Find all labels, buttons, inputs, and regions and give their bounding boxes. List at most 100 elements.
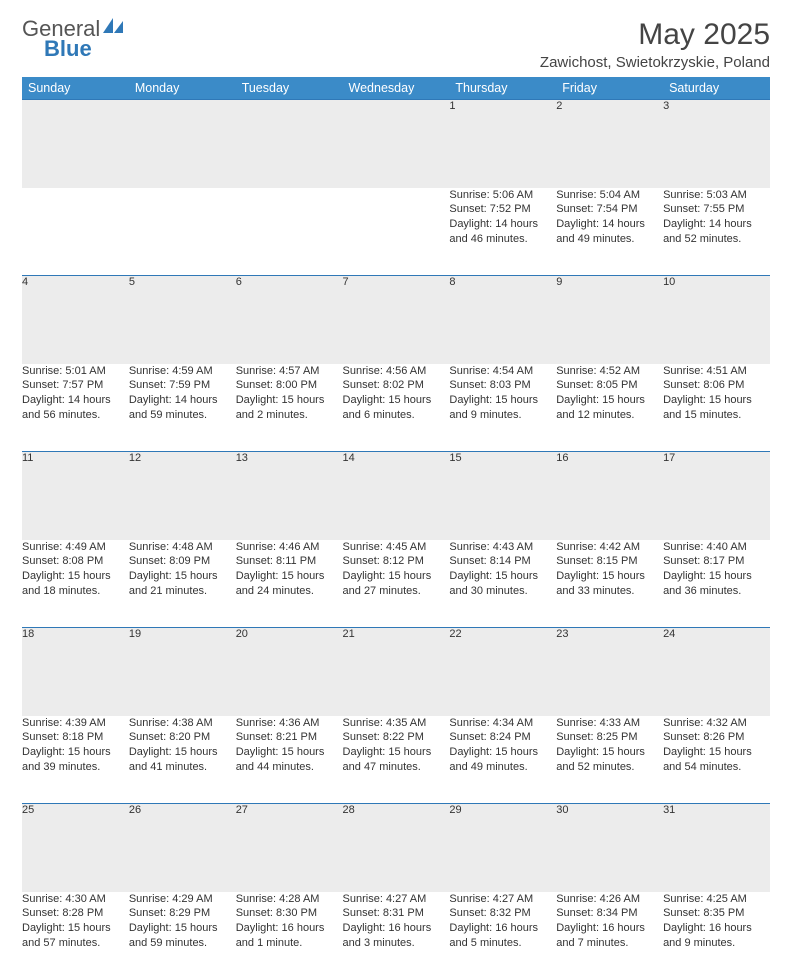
daylight-text: Daylight: 15 hours and 49 minutes. bbox=[449, 745, 556, 775]
day-info-cell: Sunrise: 4:59 AMSunset: 7:59 PMDaylight:… bbox=[129, 364, 236, 452]
day-number-cell: 21 bbox=[343, 628, 450, 716]
sunset-text: Sunset: 8:11 PM bbox=[236, 554, 343, 569]
day-info-cell: Sunrise: 4:27 AMSunset: 8:32 PMDaylight:… bbox=[449, 892, 556, 980]
location-text: Zawichost, Swietokrzyskie, Poland bbox=[540, 54, 770, 71]
sunrise-text: Sunrise: 4:56 AM bbox=[343, 364, 450, 379]
day-info-cell: Sunrise: 4:34 AMSunset: 8:24 PMDaylight:… bbox=[449, 716, 556, 804]
sunrise-text: Sunrise: 4:52 AM bbox=[556, 364, 663, 379]
day-number-cell: 24 bbox=[663, 628, 770, 716]
sunset-text: Sunset: 7:52 PM bbox=[449, 202, 556, 217]
daylight-text: Daylight: 15 hours and 2 minutes. bbox=[236, 393, 343, 423]
day-number-cell: 4 bbox=[22, 276, 129, 364]
sunset-text: Sunset: 8:12 PM bbox=[343, 554, 450, 569]
daylight-text: Daylight: 15 hours and 44 minutes. bbox=[236, 745, 343, 775]
day-info-cell: Sunrise: 5:01 AMSunset: 7:57 PMDaylight:… bbox=[22, 364, 129, 452]
day-info-cell: Sunrise: 5:04 AMSunset: 7:54 PMDaylight:… bbox=[556, 188, 663, 276]
sunset-text: Sunset: 7:59 PM bbox=[129, 378, 236, 393]
day-number-cell: 15 bbox=[449, 452, 556, 540]
daylight-text: Daylight: 15 hours and 54 minutes. bbox=[663, 745, 770, 775]
daynum-row: 18192021222324 bbox=[22, 628, 770, 716]
sunset-text: Sunset: 8:24 PM bbox=[449, 730, 556, 745]
sunrise-text: Sunrise: 4:35 AM bbox=[343, 716, 450, 731]
day-info-cell: Sunrise: 4:39 AMSunset: 8:18 PMDaylight:… bbox=[22, 716, 129, 804]
sunrise-text: Sunrise: 4:38 AM bbox=[129, 716, 236, 731]
sunrise-text: Sunrise: 5:06 AM bbox=[449, 188, 556, 203]
day-info-cell: Sunrise: 4:25 AMSunset: 8:35 PMDaylight:… bbox=[663, 892, 770, 980]
sunset-text: Sunset: 8:34 PM bbox=[556, 906, 663, 921]
info-row: Sunrise: 4:49 AMSunset: 8:08 PMDaylight:… bbox=[22, 540, 770, 628]
day-info-cell: Sunrise: 4:36 AMSunset: 8:21 PMDaylight:… bbox=[236, 716, 343, 804]
day-info-cell: Sunrise: 4:29 AMSunset: 8:29 PMDaylight:… bbox=[129, 892, 236, 980]
day-info-cell: Sunrise: 4:51 AMSunset: 8:06 PMDaylight:… bbox=[663, 364, 770, 452]
day-info-cell: Sunrise: 4:52 AMSunset: 8:05 PMDaylight:… bbox=[556, 364, 663, 452]
day-info-cell: Sunrise: 4:57 AMSunset: 8:00 PMDaylight:… bbox=[236, 364, 343, 452]
day-info-cell: Sunrise: 4:43 AMSunset: 8:14 PMDaylight:… bbox=[449, 540, 556, 628]
day-number-cell: 22 bbox=[449, 628, 556, 716]
daylight-text: Daylight: 15 hours and 47 minutes. bbox=[343, 745, 450, 775]
sunset-text: Sunset: 8:32 PM bbox=[449, 906, 556, 921]
sunrise-text: Sunrise: 4:30 AM bbox=[22, 892, 129, 907]
day-number-cell: 1 bbox=[449, 100, 556, 188]
day-number-cell: 31 bbox=[663, 804, 770, 892]
sunrise-text: Sunrise: 4:57 AM bbox=[236, 364, 343, 379]
sunrise-text: Sunrise: 4:54 AM bbox=[449, 364, 556, 379]
header-row: General Blue May 2025 Zawichost, Swietok… bbox=[22, 18, 770, 71]
info-row: Sunrise: 5:06 AMSunset: 7:52 PMDaylight:… bbox=[22, 188, 770, 276]
calendar-body: 123 Sunrise: 5:06 AMSunset: 7:52 PMDayli… bbox=[22, 100, 770, 980]
day-info-cell: Sunrise: 4:32 AMSunset: 8:26 PMDaylight:… bbox=[663, 716, 770, 804]
day-number-cell: 13 bbox=[236, 452, 343, 540]
sunset-text: Sunset: 8:21 PM bbox=[236, 730, 343, 745]
sunrise-text: Sunrise: 4:33 AM bbox=[556, 716, 663, 731]
sunset-text: Sunset: 7:55 PM bbox=[663, 202, 770, 217]
day-number-cell bbox=[236, 100, 343, 188]
day-info-cell: Sunrise: 4:30 AMSunset: 8:28 PMDaylight:… bbox=[22, 892, 129, 980]
sunset-text: Sunset: 8:31 PM bbox=[343, 906, 450, 921]
weekday-header: Saturday bbox=[663, 77, 770, 100]
weekday-header: Friday bbox=[556, 77, 663, 100]
daynum-row: 45678910 bbox=[22, 276, 770, 364]
sunrise-text: Sunrise: 4:40 AM bbox=[663, 540, 770, 555]
day-number-cell: 14 bbox=[343, 452, 450, 540]
daylight-text: Daylight: 15 hours and 33 minutes. bbox=[556, 569, 663, 599]
day-number-cell: 2 bbox=[556, 100, 663, 188]
day-number-cell: 16 bbox=[556, 452, 663, 540]
sunrise-text: Sunrise: 4:36 AM bbox=[236, 716, 343, 731]
weekday-header: Monday bbox=[129, 77, 236, 100]
weekday-header: Wednesday bbox=[343, 77, 450, 100]
sunset-text: Sunset: 8:06 PM bbox=[663, 378, 770, 393]
sunrise-text: Sunrise: 4:59 AM bbox=[129, 364, 236, 379]
sunrise-text: Sunrise: 4:28 AM bbox=[236, 892, 343, 907]
day-number-cell: 27 bbox=[236, 804, 343, 892]
daynum-row: 11121314151617 bbox=[22, 452, 770, 540]
daynum-row: 25262728293031 bbox=[22, 804, 770, 892]
sunrise-text: Sunrise: 4:45 AM bbox=[343, 540, 450, 555]
sunrise-text: Sunrise: 4:27 AM bbox=[343, 892, 450, 907]
day-number-cell bbox=[343, 100, 450, 188]
day-info-cell bbox=[236, 188, 343, 276]
day-number-cell: 10 bbox=[663, 276, 770, 364]
sunset-text: Sunset: 8:28 PM bbox=[22, 906, 129, 921]
sunset-text: Sunset: 8:18 PM bbox=[22, 730, 129, 745]
daylight-text: Daylight: 16 hours and 7 minutes. bbox=[556, 921, 663, 951]
sunset-text: Sunset: 8:15 PM bbox=[556, 554, 663, 569]
sunrise-text: Sunrise: 4:29 AM bbox=[129, 892, 236, 907]
sunrise-text: Sunrise: 5:04 AM bbox=[556, 188, 663, 203]
day-number-cell: 7 bbox=[343, 276, 450, 364]
daylight-text: Daylight: 15 hours and 12 minutes. bbox=[556, 393, 663, 423]
brand-text-2: Blue bbox=[44, 38, 125, 60]
sunrise-text: Sunrise: 4:25 AM bbox=[663, 892, 770, 907]
daylight-text: Daylight: 15 hours and 30 minutes. bbox=[449, 569, 556, 599]
day-info-cell: Sunrise: 4:38 AMSunset: 8:20 PMDaylight:… bbox=[129, 716, 236, 804]
day-number-cell: 12 bbox=[129, 452, 236, 540]
day-number-cell: 29 bbox=[449, 804, 556, 892]
sunset-text: Sunset: 8:08 PM bbox=[22, 554, 129, 569]
daylight-text: Daylight: 14 hours and 59 minutes. bbox=[129, 393, 236, 423]
daylight-text: Daylight: 14 hours and 49 minutes. bbox=[556, 217, 663, 247]
day-info-cell: Sunrise: 4:33 AMSunset: 8:25 PMDaylight:… bbox=[556, 716, 663, 804]
daylight-text: Daylight: 15 hours and 24 minutes. bbox=[236, 569, 343, 599]
info-row: Sunrise: 5:01 AMSunset: 7:57 PMDaylight:… bbox=[22, 364, 770, 452]
day-info-cell: Sunrise: 4:42 AMSunset: 8:15 PMDaylight:… bbox=[556, 540, 663, 628]
daylight-text: Daylight: 16 hours and 3 minutes. bbox=[343, 921, 450, 951]
day-number-cell: 20 bbox=[236, 628, 343, 716]
daylight-text: Daylight: 15 hours and 39 minutes. bbox=[22, 745, 129, 775]
